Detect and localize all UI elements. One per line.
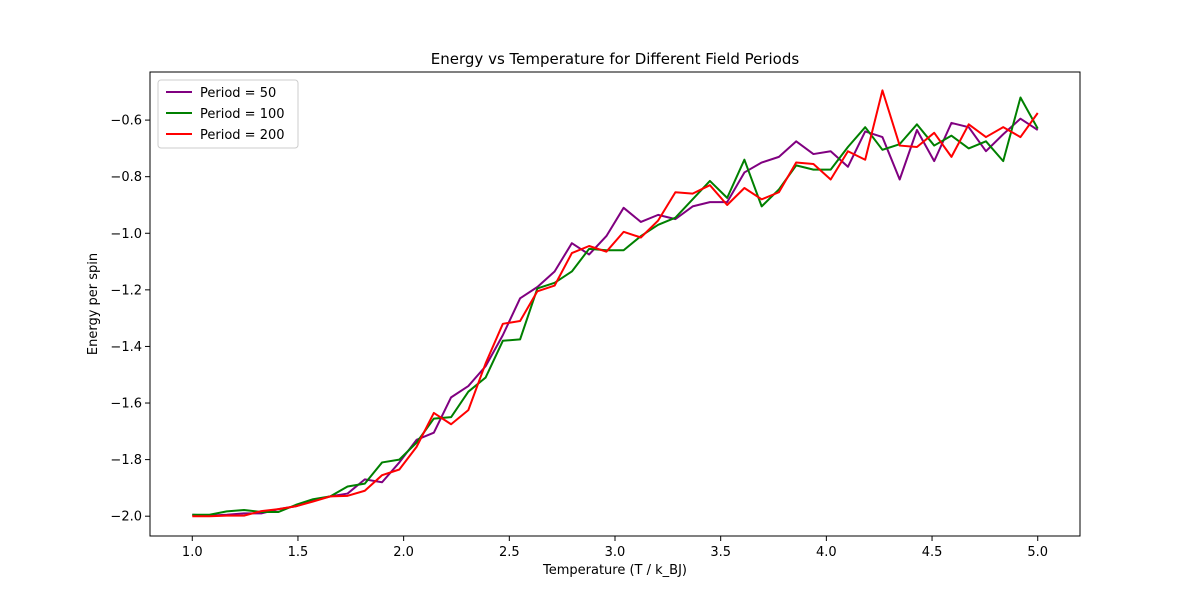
x-tick-label: 1.0 — [182, 545, 203, 560]
y-tick-label: −0.8 — [110, 170, 142, 185]
legend-label-3: Period = 200 — [200, 128, 285, 143]
x-tick-label: 3.5 — [710, 545, 731, 560]
y-tick-label: −2.0 — [110, 510, 142, 525]
y-tick-label: −1.0 — [110, 227, 142, 242]
chart-title: Energy vs Temperature for Different Fiel… — [431, 50, 800, 68]
legend-label-1: Period = 50 — [200, 86, 276, 101]
legend-label-2: Period = 100 — [200, 107, 285, 122]
x-tick-label: 4.5 — [922, 545, 943, 560]
x-axis-label: Temperature (T / k_BJ) — [542, 563, 687, 578]
x-tick-label: 5.0 — [1027, 545, 1048, 560]
x-axis-ticks: 1.0 1.5 2.0 2.5 3.0 3.5 4.0 4.5 5.0 — [182, 536, 1048, 560]
x-tick-label: 3.0 — [605, 545, 626, 560]
x-tick-label: 2.0 — [393, 545, 414, 560]
y-tick-label: −1.8 — [110, 453, 142, 468]
legend-box — [157, 79, 299, 149]
y-tick-label: −0.6 — [110, 114, 142, 129]
x-tick-label: 4.0 — [816, 545, 837, 560]
x-tick-label: 2.5 — [499, 545, 520, 560]
x-tick-label: 1.5 — [288, 545, 309, 560]
series-line-2 — [192, 96, 1039, 516]
series-line-3 — [192, 89, 1039, 518]
y-axis-ticks: −2.0 −1.8 −1.6 −1.4 −1.2 −1.0 −0.8 −0.6 — [110, 114, 150, 525]
y-tick-label: −1.6 — [110, 397, 142, 412]
y-tick-label: −1.2 — [110, 283, 142, 298]
legend: Period = 50 Period = 100 Period = 200 — [157, 79, 299, 149]
plot-area — [149, 71, 1081, 537]
y-axis-label: Energy per spin — [86, 253, 101, 355]
y-tick-label: −1.4 — [110, 340, 142, 355]
